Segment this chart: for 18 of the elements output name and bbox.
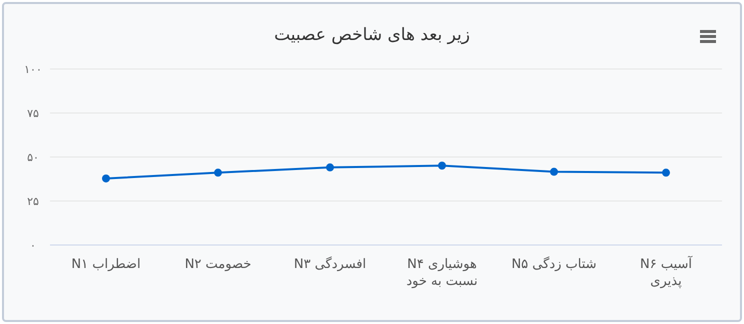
point [550, 168, 558, 176]
point [662, 168, 670, 177]
y-tick-label: ۰ [30, 239, 36, 252]
y-tick-label: ۷۵ [27, 107, 39, 120]
x-tick-label: خصومت N۲ [184, 257, 252, 272]
point [438, 162, 446, 170]
point [102, 174, 110, 182]
x-tick-label: شتاب زدگی N۵ [511, 256, 597, 272]
point [326, 163, 334, 172]
x-tick-label: اضطراب N۱ [71, 257, 141, 272]
y-tick-label: ۵۰ [27, 151, 39, 164]
y-tick-label: ۲۵ [27, 195, 39, 208]
y-tick-label: ۱۰۰ [24, 63, 42, 76]
chart-title: زیر بعد های شاخص عصبیت [274, 25, 470, 45]
x-tick-label: آسیب N۶ پذیری [640, 255, 694, 289]
point [214, 168, 222, 177]
x-tick-label: افسردگی N۳ [294, 256, 366, 272]
x-tick-label: هوشیاری N۴ نسبت به خود [406, 257, 478, 289]
